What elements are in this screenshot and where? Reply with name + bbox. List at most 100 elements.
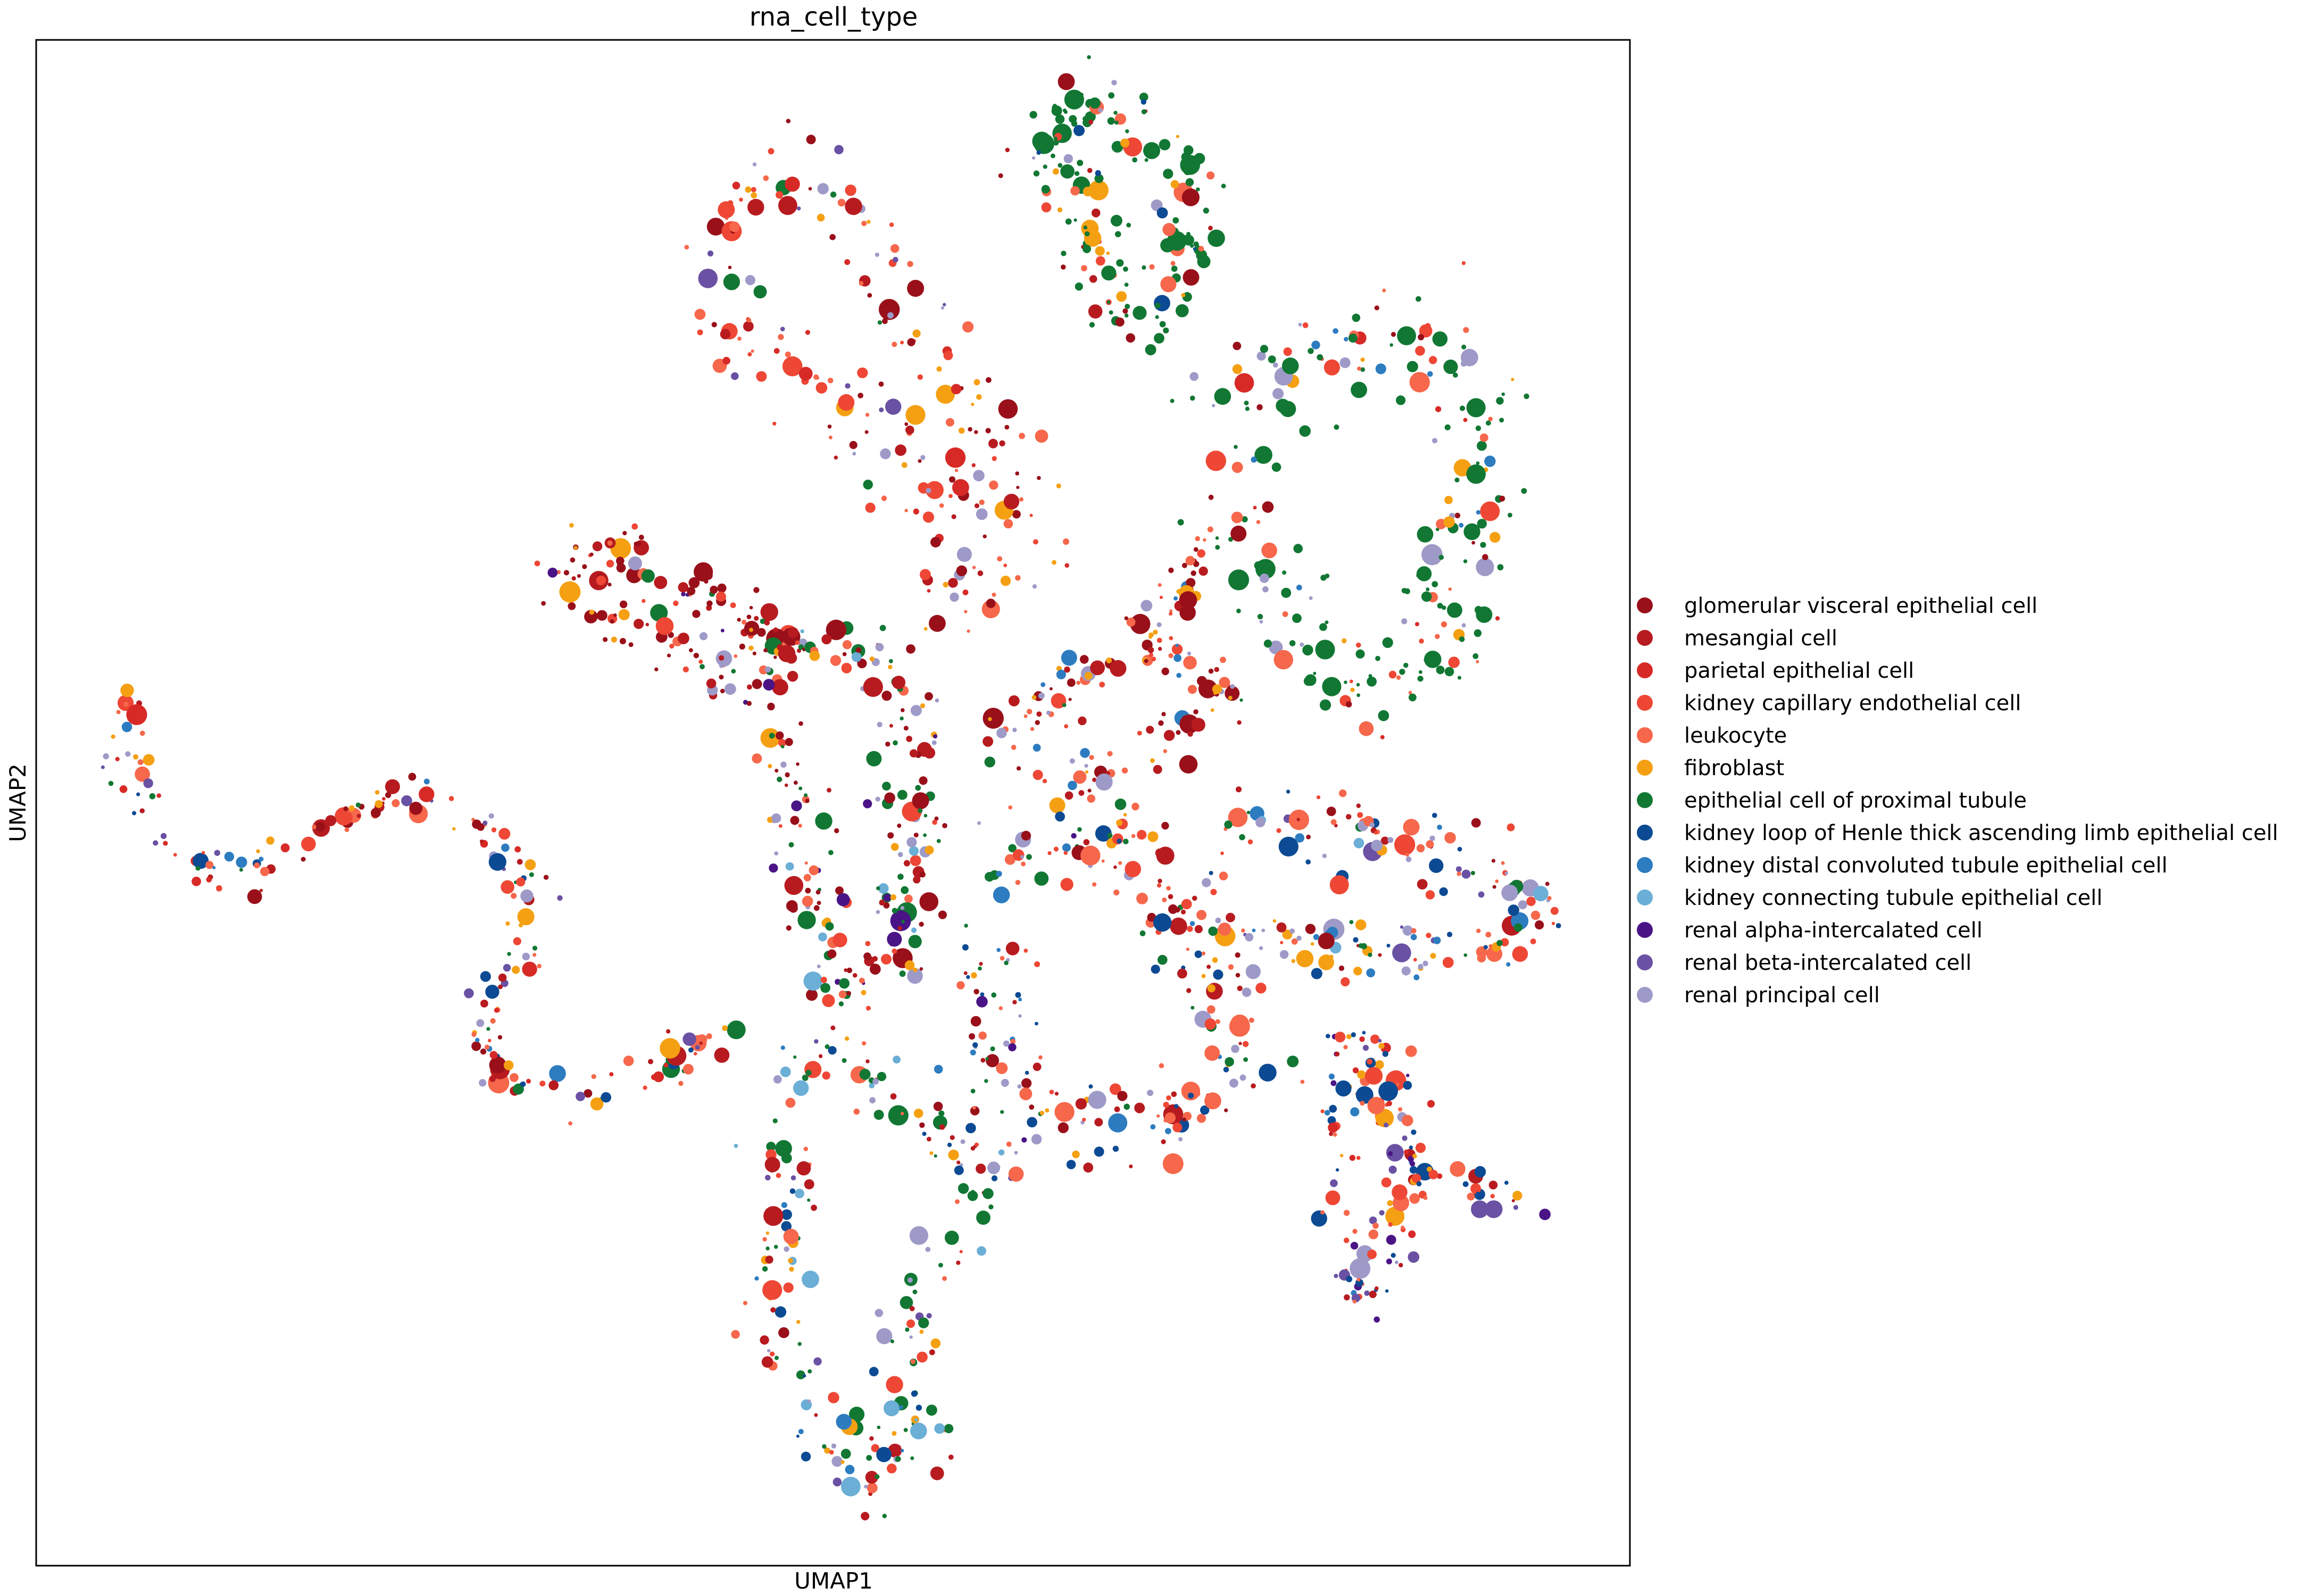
scatter-point [922,1132,927,1136]
scatter-point [697,329,703,336]
scatter-point [1257,613,1263,620]
scatter-point [1015,992,1021,998]
scatter-point [1205,451,1226,471]
scatter-point [1551,921,1555,925]
scatter-point [1399,669,1405,675]
scatter-point [813,374,819,380]
scatter-point [906,644,915,654]
scatter-point [869,1436,874,1441]
scatter-point [1272,362,1278,368]
scatter-point [1213,969,1223,980]
scatter-point [822,1071,830,1080]
scatter-point [930,1338,941,1349]
scatter-point [887,832,894,839]
scatter-point [1063,538,1069,545]
scatter-point [1163,749,1167,753]
scatter-point [1036,150,1041,155]
scatter-point [1239,834,1245,841]
scatter-point [1186,947,1189,951]
scatter-point [1200,1105,1210,1115]
scatter-point [692,610,701,618]
scatter-point [719,675,724,680]
scatter-point [1031,156,1036,160]
scatter-point [929,1151,934,1156]
scatter-point [745,275,755,286]
scatter-point [1015,471,1019,476]
scatter-point [512,966,520,974]
scatter-point [1424,651,1442,668]
scatter-point [808,1369,812,1374]
legend-label: kidney capillary endothelial cell [1684,691,2021,716]
scatter-point [706,600,713,607]
scatter-point [1133,306,1147,320]
scatter-point [764,666,771,673]
scatter-point [1143,142,1160,160]
scatter-point [1279,950,1289,959]
scatter-point [1416,566,1432,581]
scatter-point [786,925,792,931]
scatter-point [254,862,260,869]
scatter-point [1378,710,1389,721]
scatter-point [153,840,159,846]
scatter-point [529,872,534,877]
scatter-point [1174,907,1180,913]
scatter-point [149,793,156,800]
scatter-point [666,1029,671,1034]
scatter-point [877,320,882,325]
scatter-point [1320,1210,1325,1215]
scatter-point [1387,1200,1393,1207]
scatter-point [1193,241,1199,247]
scatter-point [892,936,901,945]
scatter-point [1193,247,1196,251]
scatter-point [1269,641,1283,654]
scatter-point [568,602,576,610]
scatter-point [872,1078,879,1085]
scatter-point [780,327,785,331]
scatter-point [103,753,109,760]
scatter-point [1231,511,1243,523]
scatter-point [193,853,209,869]
scatter-point [1021,830,1031,841]
scatter-point [858,393,863,398]
scatter-point [1457,846,1462,852]
scatter-point [867,220,871,224]
scatter-point [1396,1083,1400,1086]
scatter-point [1417,879,1428,890]
scatter-point [1506,823,1515,832]
scatter-point [979,500,985,505]
scatter-point [1112,1145,1119,1152]
scatter-point [1062,109,1067,113]
scatter-point [1474,1166,1486,1178]
scatter-point [1215,1019,1220,1024]
scatter-point [1398,1107,1403,1112]
scatter-point [695,1045,700,1050]
scatter-point [1035,720,1040,725]
scatter-point [1170,398,1175,403]
scatter-point [926,481,944,499]
scatter-point [1296,950,1314,968]
scatter-point [1067,678,1076,687]
scatter-point [1038,692,1045,699]
scatter-point [1470,1183,1481,1194]
scatter-point [1416,1181,1422,1187]
scatter-point [863,677,883,697]
scatter-point [918,1317,929,1328]
scatter-point [1087,55,1091,60]
scatter-point [1382,637,1393,648]
scatter-point [901,1111,904,1116]
scatter-point [1008,695,1020,706]
scatter-point [901,708,905,712]
scatter-point [1474,629,1482,637]
scatter-point [943,581,949,588]
scatter-point [1116,259,1124,267]
scatter-point [756,371,767,382]
scatter-point [978,966,982,971]
scatter-point [730,602,736,609]
scatter-point [1535,920,1544,930]
scatter-point [977,1246,986,1256]
scatter-point [706,605,712,611]
scatter-point [1173,596,1178,601]
scatter-point [1191,570,1196,576]
scatter-point [1052,560,1056,565]
scatter-point [1155,848,1164,858]
